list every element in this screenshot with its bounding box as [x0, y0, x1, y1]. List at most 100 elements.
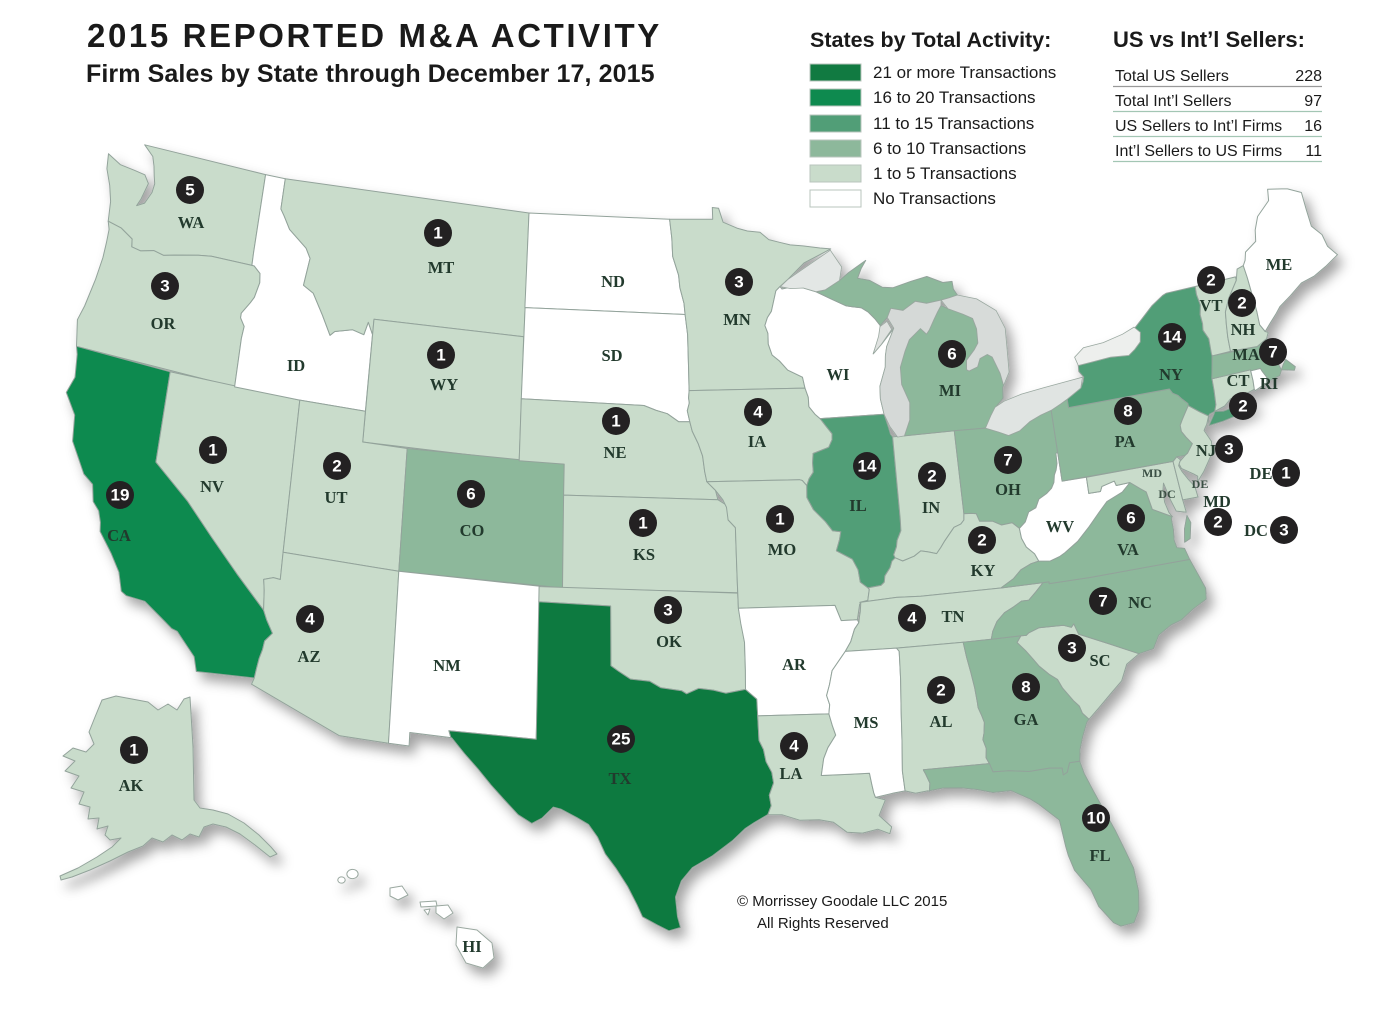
svg-text:OH: OH [995, 480, 1021, 499]
svg-text:TN: TN [942, 607, 965, 626]
svg-text:NY: NY [1159, 365, 1183, 384]
svg-text:3: 3 [160, 277, 169, 296]
svg-text:SD: SD [601, 346, 622, 365]
svg-text:3: 3 [734, 273, 743, 292]
svg-text:NJ: NJ [1196, 441, 1216, 460]
svg-text:7: 7 [1003, 451, 1012, 470]
svg-text:WY: WY [430, 375, 459, 394]
svg-text:7: 7 [1268, 343, 1277, 362]
svg-text:11 to 15 Transactions: 11 to 15 Transactions [873, 114, 1034, 133]
svg-text:2: 2 [936, 681, 945, 700]
svg-text:1: 1 [638, 514, 647, 533]
svg-text:3: 3 [663, 601, 672, 620]
svg-text:LA: LA [780, 764, 803, 783]
svg-text:MT: MT [428, 258, 455, 277]
svg-text:NC: NC [1128, 593, 1152, 612]
svg-text:All Rights Reserved: All Rights Reserved [757, 915, 889, 932]
svg-text:FL: FL [1089, 846, 1110, 865]
svg-text:16: 16 [1304, 118, 1322, 135]
svg-text:1: 1 [775, 510, 784, 529]
svg-text:IN: IN [922, 498, 940, 517]
svg-text:2: 2 [927, 467, 936, 486]
svg-text:GA: GA [1014, 710, 1039, 729]
svg-text:2: 2 [1237, 294, 1246, 313]
svg-text:CT: CT [1227, 371, 1250, 390]
svg-text:2: 2 [1213, 513, 1222, 532]
svg-text:US vs Int’l Sellers:: US vs Int’l Sellers: [1113, 27, 1305, 52]
svg-text:11: 11 [1305, 143, 1322, 160]
svg-text:OR: OR [151, 314, 177, 333]
svg-text:MI: MI [939, 381, 961, 400]
svg-text:5: 5 [185, 181, 194, 200]
svg-text:7: 7 [1098, 592, 1107, 611]
svg-text:AZ: AZ [298, 647, 321, 666]
svg-text:3: 3 [1224, 440, 1233, 459]
svg-text:MO: MO [768, 540, 797, 559]
svg-text:4: 4 [907, 609, 917, 628]
svg-text:Firm Sales by State through De: Firm Sales by State through December 17,… [86, 60, 655, 88]
svg-text:NM: NM [433, 656, 461, 675]
svg-text:4: 4 [789, 737, 799, 756]
svg-text:4: 4 [753, 403, 763, 422]
svg-text:WA: WA [178, 213, 205, 232]
svg-text:MD: MD [1142, 466, 1162, 480]
svg-text:8: 8 [1123, 402, 1132, 421]
svg-text:MA: MA [1232, 345, 1260, 364]
svg-text:6: 6 [1126, 509, 1135, 528]
svg-text:1: 1 [1281, 464, 1290, 483]
svg-text:NV: NV [200, 477, 224, 496]
svg-text:ID: ID [287, 356, 305, 375]
svg-text:ND: ND [601, 272, 625, 291]
svg-text:RI: RI [1260, 374, 1278, 393]
svg-text:25: 25 [612, 730, 631, 749]
svg-text:OK: OK [656, 632, 682, 651]
svg-text:2015 REPORTED M&A ACTIVITY: 2015 REPORTED M&A ACTIVITY [87, 17, 662, 54]
svg-text:SC: SC [1089, 651, 1110, 670]
svg-text:8: 8 [1021, 678, 1030, 697]
svg-text:No Transactions: No Transactions [873, 189, 996, 208]
svg-text:228: 228 [1295, 68, 1322, 85]
svg-text:AR: AR [782, 655, 807, 674]
svg-text:10: 10 [1087, 809, 1106, 828]
svg-text:AK: AK [119, 776, 144, 795]
svg-text:14: 14 [1163, 328, 1182, 347]
svg-text:97: 97 [1304, 93, 1322, 110]
svg-text:ME: ME [1266, 255, 1293, 274]
svg-text:6: 6 [947, 345, 956, 364]
svg-text:NE: NE [604, 443, 627, 462]
svg-text:2: 2 [1206, 271, 1215, 290]
svg-text:IA: IA [748, 432, 766, 451]
svg-text:3: 3 [1279, 521, 1288, 540]
svg-text:WV: WV [1046, 517, 1075, 536]
svg-text:DE: DE [1250, 464, 1273, 483]
svg-text:NH: NH [1231, 320, 1256, 339]
svg-text:6: 6 [466, 485, 475, 504]
svg-text:1: 1 [611, 412, 620, 431]
svg-text:HI: HI [462, 937, 481, 956]
svg-text:2: 2 [1238, 397, 1247, 416]
svg-text:UT: UT [325, 488, 348, 507]
svg-text:1: 1 [208, 441, 217, 460]
svg-text:VT: VT [1200, 296, 1223, 315]
svg-text:Total Int’l Sellers: Total Int’l Sellers [1115, 93, 1232, 110]
svg-text:MD: MD [1203, 492, 1231, 511]
svg-text:IL: IL [849, 496, 866, 515]
svg-text:3: 3 [1067, 639, 1076, 658]
svg-text:MS: MS [854, 713, 879, 732]
svg-text:16 to 20 Transactions: 16 to 20 Transactions [873, 88, 1036, 107]
svg-text:1 to 5 Transactions: 1 to 5 Transactions [873, 164, 1017, 183]
svg-text:AL: AL [930, 712, 953, 731]
svg-text:KS: KS [633, 545, 655, 564]
svg-text:KY: KY [971, 561, 996, 580]
svg-text:MN: MN [723, 310, 751, 329]
svg-text:WI: WI [827, 365, 850, 384]
svg-text:CO: CO [460, 521, 485, 540]
svg-text:TX: TX [609, 769, 632, 788]
svg-text:21 or more Transactions: 21 or more Transactions [873, 63, 1056, 82]
svg-text:4: 4 [305, 610, 315, 629]
svg-text:States by Total Activity:: States by Total Activity: [810, 28, 1051, 52]
svg-text:1: 1 [436, 346, 445, 365]
svg-text:2: 2 [332, 457, 341, 476]
svg-text:1: 1 [129, 741, 138, 760]
svg-text:2: 2 [977, 531, 986, 550]
